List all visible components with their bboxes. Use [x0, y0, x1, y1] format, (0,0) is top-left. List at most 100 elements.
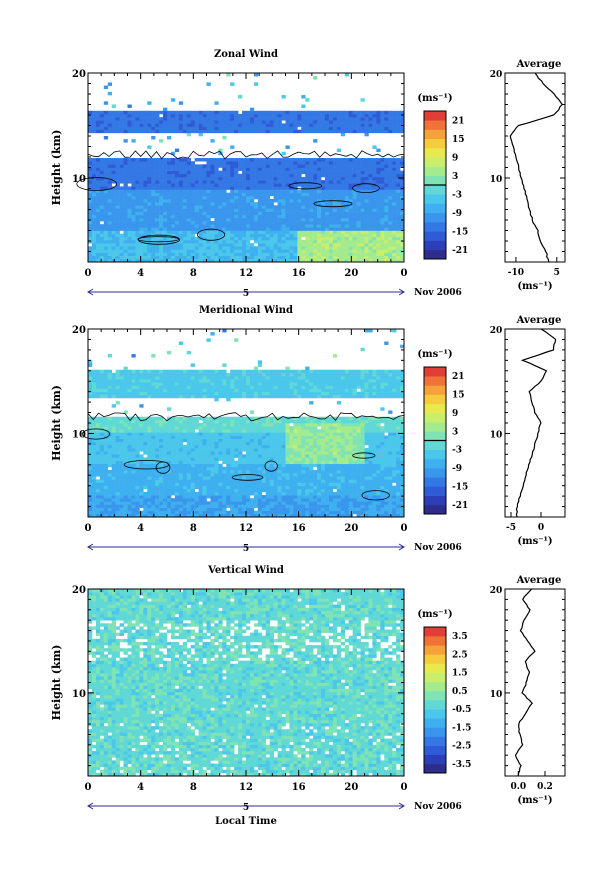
heatmap-cell	[198, 192, 203, 197]
heatmap-cell	[147, 246, 152, 250]
heatmap-cell	[178, 101, 184, 105]
heatmap-cell	[95, 199, 101, 203]
heatmap-cell	[95, 167, 101, 171]
heatmap-cell	[147, 189, 152, 193]
heatmap-cell	[332, 495, 338, 499]
heatmap-cell	[222, 482, 227, 486]
heatmap-cell	[107, 510, 112, 515]
heatmap-cell	[321, 460, 326, 465]
heatmap-cell	[186, 501, 191, 505]
heatmap-cell	[238, 195, 243, 200]
heatmap-cell	[317, 189, 322, 193]
heatmap-cell	[167, 485, 172, 490]
heatmap-cell	[293, 164, 298, 168]
heatmap-cell	[182, 479, 188, 483]
heatmap-cell	[305, 217, 310, 222]
heatmap-cell	[202, 513, 207, 518]
heatmap-cell	[313, 76, 318, 80]
heatmap-cell	[88, 167, 93, 171]
heatmap-cell	[198, 186, 203, 190]
heatmap-cell	[332, 457, 338, 461]
heatmap-cell	[249, 176, 255, 181]
heatmap-cell	[174, 488, 180, 493]
heatmap-cell	[115, 470, 120, 474]
heatmap-cell	[88, 482, 93, 486]
heatmap-cell	[111, 170, 116, 175]
heatmap-cell	[155, 170, 160, 175]
heatmap-cell	[206, 491, 211, 496]
colorbar-tick-label: 15	[452, 135, 465, 145]
heatmap-cell	[159, 479, 164, 483]
heatmap-cell	[360, 460, 365, 465]
heatmap-cell	[273, 470, 278, 474]
heatmap-cell	[234, 202, 239, 206]
heatmap-cell	[178, 189, 184, 193]
heatmap-cell	[388, 513, 393, 518]
heatmap-cell	[348, 192, 353, 197]
heatmap-cell	[388, 473, 393, 477]
heatmap-cell	[210, 460, 215, 465]
heatmap-cell	[155, 498, 160, 502]
heatmap-cell	[123, 110, 128, 115]
heatmap-cell	[372, 110, 377, 115]
heatmap-cell	[269, 507, 274, 512]
heatmap-cell	[297, 476, 302, 480]
heatmap-cell	[115, 507, 120, 512]
heatmap-cell	[131, 255, 136, 260]
heatmap-cell	[147, 161, 152, 165]
heatmap-cell	[214, 224, 219, 228]
heatmap-cell	[348, 239, 353, 244]
heatmap-cell	[151, 479, 156, 483]
heatmap-cell	[340, 233, 346, 238]
heatmap-cell	[388, 255, 393, 260]
heatmap-cell	[111, 120, 116, 124]
heatmap-cell	[178, 183, 184, 187]
heatmap-cell	[396, 504, 401, 508]
heatmap-cell	[155, 117, 160, 121]
heatmap-cell	[210, 249, 215, 253]
heatmap-cell	[182, 227, 188, 231]
heatmap-cell	[281, 192, 286, 197]
heatmap-cell	[143, 255, 148, 260]
heatmap-cell	[257, 170, 263, 175]
heatmap-cell	[123, 460, 128, 465]
heatmap-cell	[368, 504, 373, 508]
heatmap-cell	[364, 504, 369, 508]
heatmap-cell	[238, 495, 243, 499]
heatmap-cell	[198, 117, 203, 121]
heatmap-cell	[356, 176, 361, 181]
heatmap-cell	[348, 167, 353, 171]
heatmap-cell	[139, 211, 144, 216]
heatmap-cell	[253, 173, 259, 178]
heatmap-cell	[218, 173, 223, 178]
heatmap-cell	[242, 498, 247, 502]
heatmap-cell	[214, 192, 219, 197]
heatmap-cell	[360, 110, 365, 115]
heatmap-cell	[210, 110, 215, 115]
heatmap-cell	[151, 129, 156, 134]
heatmap-cell	[163, 199, 168, 203]
heatmap-cell	[99, 110, 105, 115]
heatmap-cell	[182, 117, 188, 121]
heatmap-cell	[360, 120, 365, 124]
heatmap-cell	[103, 199, 109, 203]
heatmap-cell	[321, 246, 326, 250]
heatmap-cell	[364, 252, 369, 256]
heatmap-cell	[328, 460, 334, 465]
heatmap-cell	[348, 164, 353, 168]
heatmap-cell	[206, 495, 211, 499]
heatmap-cell	[328, 214, 334, 219]
heatmap-cell	[127, 158, 132, 162]
heatmap-cell	[163, 123, 168, 127]
heatmap-cell	[388, 205, 393, 209]
heatmap-cell	[344, 460, 349, 465]
heatmap-cell	[249, 217, 255, 222]
heatmap-cell	[123, 258, 128, 263]
heatmap-cell	[281, 208, 286, 212]
heatmap-cell	[99, 113, 105, 118]
heatmap-cell	[293, 249, 298, 253]
heatmap-cell	[123, 476, 128, 480]
heatmap-cell	[99, 482, 105, 486]
heatmap-cell	[222, 202, 227, 206]
heatmap-cell	[103, 233, 109, 238]
